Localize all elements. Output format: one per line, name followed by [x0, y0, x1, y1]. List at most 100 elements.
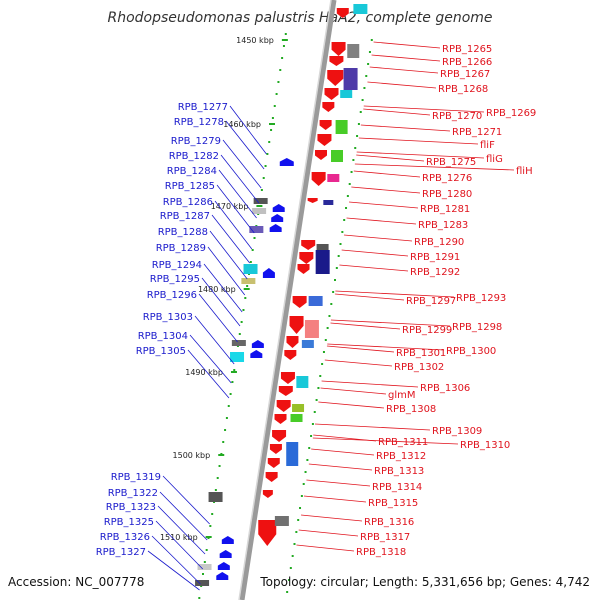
reverse-gene-arrow — [250, 350, 263, 358]
gray-gene-block — [208, 492, 223, 502]
left-label-connector — [211, 214, 250, 264]
right-label-connector — [312, 437, 459, 445]
right-gene-label: RPB_1275 — [426, 157, 476, 168]
forward-gene-arrow — [297, 264, 310, 274]
right-label-connector — [341, 249, 409, 257]
navy-gene-block — [315, 250, 330, 274]
right-label-connector — [356, 151, 485, 159]
right-label-connector — [358, 137, 479, 145]
forward-gene-arrow — [272, 430, 287, 442]
genome-axis-highlight — [238, 0, 332, 600]
reverse-gene-arrow — [221, 536, 234, 544]
left-gene-label: RPB_1304 — [138, 331, 188, 342]
left-label-connector — [159, 491, 208, 541]
right-gene-label: RPB_1270 — [432, 111, 482, 122]
topology-text: Topology: circular; Length: 5,331,656 bp… — [259, 575, 590, 589]
forward-gene-arrow — [317, 134, 332, 146]
right-gene-label: fliH — [516, 166, 533, 177]
left-gene-label: RPB_1305 — [136, 346, 186, 357]
scale-tick-label: 1460 kbp — [223, 120, 261, 129]
green-gene-block — [335, 120, 348, 134]
right-label-connector — [335, 290, 455, 298]
gray-gene-block — [231, 340, 246, 346]
left-gene-label: RPB_1285 — [165, 181, 215, 192]
reverse-gene-arrow — [217, 562, 230, 570]
right-gene-label: RPB_1317 — [360, 532, 410, 543]
reverse-gene-arrow — [269, 224, 282, 232]
cyan-gene-block — [296, 376, 309, 388]
right-label-connector — [327, 343, 445, 351]
right-label-connector — [330, 319, 451, 327]
forward-gene-arrow — [299, 252, 314, 264]
left-gene-label: RPB_1287 — [160, 211, 210, 222]
left-label-connector — [187, 349, 230, 399]
forward-gene-arrow — [258, 520, 277, 546]
right-gene-label: RPB_1291 — [410, 252, 460, 263]
left-label-connector — [220, 154, 260, 204]
right-label-connector — [300, 514, 363, 522]
forward-gene-arrow — [307, 198, 318, 203]
cyan-gene-block — [230, 352, 245, 362]
forward-gene-arrow — [336, 8, 349, 18]
right-gene-label: RPB_1318 — [356, 547, 406, 558]
green-gene-block — [290, 414, 303, 422]
right-gene-label: RPB_1271 — [452, 127, 502, 138]
right-gene-label: RPB_1283 — [418, 220, 468, 231]
right-label-connector — [303, 495, 367, 503]
reverse-gene-arrow — [216, 572, 229, 580]
right-gene-label: RPB_1292 — [410, 267, 460, 278]
right-label-connector — [308, 463, 373, 471]
left-label-connector — [151, 535, 201, 585]
left-label-connector — [222, 139, 262, 189]
gene-features — [195, 4, 368, 586]
right-label-connector — [363, 105, 485, 113]
blue-gene-block — [301, 340, 314, 348]
right-gene-label: RPB_1267 — [440, 69, 490, 80]
reverse-gene-arrow — [272, 204, 285, 212]
right-gene-label: RPB_1310 — [460, 440, 510, 451]
reverse-gene-arrow — [251, 340, 264, 348]
left-gene-label: RPB_1279 — [171, 136, 221, 147]
left-gene-label: RPB_1282 — [169, 151, 219, 162]
gray-gene-block — [195, 580, 210, 586]
right-gene-label: RPB_1316 — [364, 517, 414, 528]
left-label-connector — [147, 550, 200, 591]
reverse-gene-arrow — [271, 214, 284, 222]
forward-gene-arrow — [284, 350, 297, 360]
right-label-connector — [298, 529, 359, 537]
cyan-gene-block — [353, 4, 368, 14]
forward-gene-arrow — [278, 386, 293, 396]
right-gene-label: RPB_1269 — [486, 108, 536, 119]
right-gene-label: RPB_1276 — [422, 173, 472, 184]
right-gene-label: RPB_1266 — [442, 57, 492, 68]
left-gene-label: RPB_1278 — [174, 117, 224, 128]
navy-gene-block — [323, 200, 334, 205]
scale-tick-label: 1510 kbp — [160, 533, 198, 542]
right-label-connector — [343, 234, 413, 242]
right-gene-label: RPB_1314 — [372, 482, 422, 493]
reverse-gene-arrow — [219, 550, 232, 558]
right-gene-label: RPB_1301 — [396, 348, 446, 359]
left-gene-label: RPB_1295 — [150, 274, 200, 285]
accession-text: Accession: NC_007778 — [8, 575, 144, 589]
left-label-connector — [218, 169, 257, 219]
left-label-connector — [157, 505, 206, 555]
scale-tick-label: 1450 kbp — [236, 36, 274, 45]
right-label-connector — [330, 322, 401, 330]
forward-gene-arrow — [324, 88, 339, 100]
left-label-connector — [207, 246, 246, 296]
silver-gene-block — [252, 208, 267, 214]
right-gene-label: RPB_1299 — [402, 325, 452, 336]
forward-gene-arrow — [274, 414, 287, 424]
forward-gene-arrow — [322, 102, 335, 112]
forward-gene-arrow — [269, 444, 282, 454]
right-label-connector — [314, 423, 431, 431]
left-gene-label: RPB_1303 — [143, 312, 193, 323]
right-label-connector — [346, 217, 417, 225]
left-gene-label: RPB_1277 — [178, 102, 228, 113]
forward-gene-arrow — [315, 150, 327, 160]
forward-gene-arrow — [329, 56, 344, 66]
right-gene-label: fliF — [480, 140, 495, 151]
left-gene-label: RPB_1286 — [163, 197, 213, 208]
